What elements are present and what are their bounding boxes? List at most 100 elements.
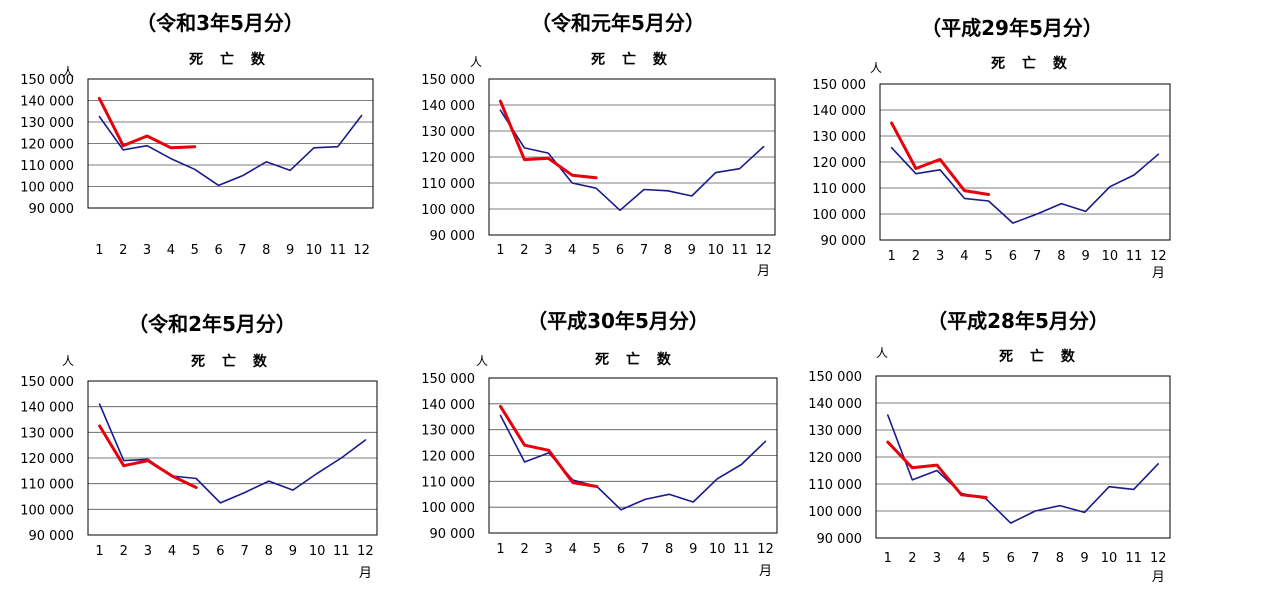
- y-tick-label: 150 000: [20, 73, 74, 88]
- y-axis-unit: 人: [876, 346, 888, 360]
- x-tick-label: 5: [192, 544, 200, 559]
- y-tick-label: 140 000: [421, 398, 475, 413]
- x-tick-label: 5: [191, 243, 199, 258]
- x-tick-label: 3: [144, 544, 152, 559]
- y-tick-label: 150 000: [421, 73, 475, 88]
- x-tick-label: 10: [306, 243, 323, 258]
- chart-subtitle: 死 亡 数: [590, 51, 673, 68]
- x-tick-label: 4: [960, 249, 968, 264]
- y-tick-label: 90 000: [430, 527, 476, 542]
- y-tick-label: 140 000: [20, 401, 74, 416]
- x-tick-label: 3: [545, 542, 553, 557]
- y-tick-label: 110 000: [421, 475, 475, 490]
- x-tick-label: 7: [641, 542, 649, 557]
- x-tick-label: 1: [887, 249, 895, 264]
- y-tick-label: 90 000: [29, 202, 75, 217]
- y-tick-label: 100 000: [812, 208, 866, 223]
- x-tick-label: 12: [757, 542, 774, 557]
- x-tick-label: 11: [1125, 551, 1142, 566]
- x-tick-label: 3: [933, 551, 941, 566]
- x-tick-label: 6: [617, 542, 625, 557]
- y-axis-unit: 人: [62, 354, 74, 368]
- x-tick-label: 3: [143, 243, 151, 258]
- x-tick-label: 6: [214, 243, 222, 258]
- x-tick-label: 3: [544, 243, 552, 258]
- x-tick-label: 4: [569, 542, 577, 557]
- x-tick-label: 3: [936, 249, 944, 264]
- x-tick-label: 6: [1009, 249, 1017, 264]
- y-tick-label: 110 000: [808, 478, 862, 493]
- y-tick-label: 100 000: [421, 501, 475, 516]
- x-tick-label: 4: [957, 551, 965, 566]
- chart-title: （平成28年5月分）: [927, 309, 1109, 333]
- y-tick-label: 140 000: [421, 99, 475, 114]
- x-tick-label: 10: [1102, 249, 1119, 264]
- x-tick-label: 9: [286, 243, 294, 258]
- x-tick-label: 1: [95, 544, 103, 559]
- series-line-comparison: [499, 109, 765, 212]
- series-line-current: [498, 99, 598, 180]
- y-tick-label: 150 000: [808, 370, 862, 385]
- x-tick-label: 8: [262, 243, 270, 258]
- y-tick-label: 100 000: [421, 203, 475, 218]
- y-tick-label: 110 000: [20, 159, 74, 174]
- y-tick-label: 120 000: [20, 138, 74, 153]
- plot-frame: [488, 78, 776, 236]
- y-tick-label: 120 000: [808, 451, 862, 466]
- x-tick-label: 9: [289, 544, 297, 559]
- x-tick-label: 8: [265, 544, 273, 559]
- series-line-current: [886, 440, 988, 499]
- y-tick-label: 110 000: [812, 182, 866, 197]
- y-tick-label: 130 000: [20, 116, 74, 131]
- x-tick-label: 2: [520, 243, 528, 258]
- x-tick-label: 12: [1150, 551, 1167, 566]
- x-tick-label: 6: [616, 243, 624, 258]
- x-axis-unit: 月: [759, 564, 772, 579]
- chart-panel: （平成28年5月分） 死 亡 数 人 150 000 140 000 130 000 120…: [808, 309, 1171, 585]
- x-tick-label: 10: [1101, 551, 1118, 566]
- x-tick-label: 7: [240, 544, 248, 559]
- chart-title: （令和3年5月分）: [136, 11, 304, 35]
- chart-subtitle: 死 亡 数: [188, 51, 271, 68]
- y-tick-label: 90 000: [821, 234, 867, 249]
- chart-panel: （令和2年5月分） 死 亡 数 人 150 000 140 000 130 000 120 …: [20, 312, 378, 581]
- x-tick-label: 11: [333, 544, 350, 559]
- chart-title: （令和2年5月分）: [128, 312, 296, 336]
- x-tick-label: 4: [168, 544, 176, 559]
- x-tick-label: 7: [640, 243, 648, 258]
- x-tick-label: 7: [238, 243, 246, 258]
- plot-frame: [488, 377, 778, 534]
- chart-panel: （令和元年5月分） 死 亡 数 人 150 000 140 000 130 000 120 …: [421, 11, 776, 279]
- y-tick-label: 130 000: [812, 130, 866, 145]
- chart-panel: （平成29年5月分） 死 亡 数 人 150 000 140 000 130 000 120…: [812, 16, 1171, 281]
- y-tick-label: 120 000: [812, 156, 866, 171]
- plot-frame: [875, 375, 1171, 539]
- x-tick-label: 8: [665, 542, 673, 557]
- y-tick-label: 120 000: [20, 452, 74, 467]
- y-tick-label: 90 000: [430, 229, 476, 244]
- series-line-comparison: [98, 114, 363, 187]
- y-axis-unit: 人: [470, 55, 482, 69]
- x-tick-label: 9: [689, 542, 697, 557]
- y-tick-label: 130 000: [808, 424, 862, 439]
- x-tick-label: 10: [707, 243, 724, 258]
- x-axis-unit: 月: [1152, 570, 1165, 585]
- plot-frame: [87, 78, 374, 209]
- y-tick-label: 110 000: [20, 478, 74, 493]
- x-tick-label: 10: [309, 544, 326, 559]
- x-tick-label: 5: [592, 243, 600, 258]
- x-tick-label: 9: [688, 243, 696, 258]
- plot-frame: [87, 380, 378, 536]
- y-tick-label: 100 000: [808, 505, 862, 520]
- chart-title: （平成29年5月分）: [921, 16, 1103, 40]
- x-tick-label: 10: [709, 542, 726, 557]
- x-tick-label: 9: [1080, 551, 1088, 566]
- x-tick-label: 7: [1031, 551, 1039, 566]
- y-tick-label: 140 000: [20, 95, 74, 110]
- x-tick-label: 12: [357, 544, 374, 559]
- chart-subtitle: 死 亡 数: [594, 351, 677, 368]
- y-tick-label: 150 000: [20, 375, 74, 390]
- x-tick-label: 5: [982, 551, 990, 566]
- series-line-current: [98, 424, 198, 489]
- x-tick-label: 6: [1007, 551, 1015, 566]
